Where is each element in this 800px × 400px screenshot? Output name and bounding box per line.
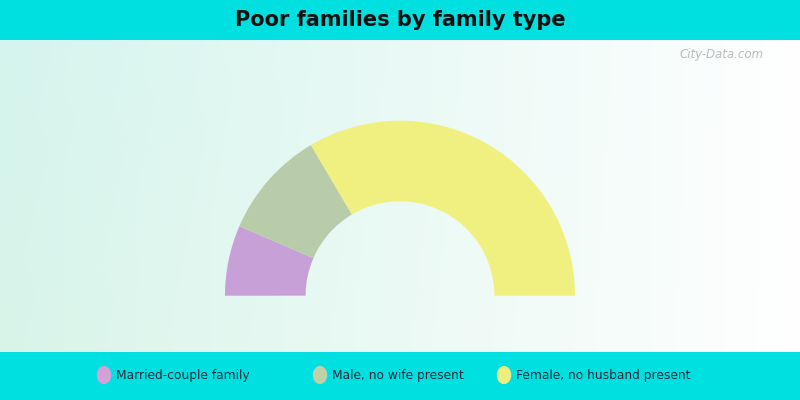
Wedge shape: [225, 226, 314, 296]
Text: Poor families by family type: Poor families by family type: [234, 10, 566, 30]
Text: Married-couple family: Married-couple family: [116, 368, 250, 382]
Ellipse shape: [497, 366, 511, 384]
Text: City-Data.com: City-Data.com: [680, 48, 764, 61]
Wedge shape: [311, 121, 575, 296]
Wedge shape: [239, 145, 352, 258]
Text: Male, no wife present: Male, no wife present: [332, 368, 464, 382]
Text: Female, no husband present: Female, no husband present: [516, 368, 690, 382]
Ellipse shape: [97, 366, 111, 384]
Ellipse shape: [313, 366, 327, 384]
